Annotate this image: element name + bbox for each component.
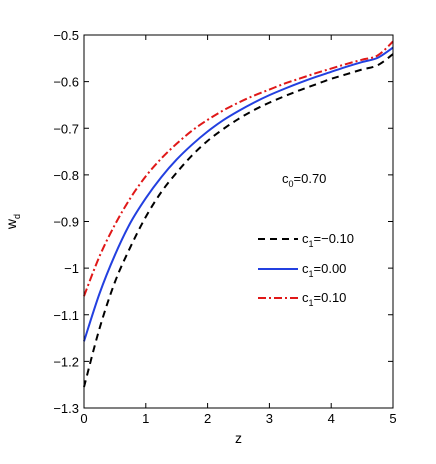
- series-line-2: [83, 40, 394, 297]
- y-tick-label: −0.5: [53, 28, 79, 43]
- series-line-0: [83, 53, 394, 388]
- y-tick-label: −1.2: [53, 354, 79, 369]
- legend-0-sub: 1: [309, 239, 314, 249]
- legend-0-main: c: [302, 231, 309, 246]
- x-tick-label: 4: [328, 411, 335, 426]
- x-tick-label: 5: [389, 411, 396, 426]
- legend-2-main: c: [302, 290, 309, 305]
- y-tick-label: −1: [64, 261, 79, 276]
- x-axis-label: z: [235, 430, 242, 446]
- legend-entry-series-0: c1=−0.10: [302, 231, 354, 249]
- legend-1-main: c: [302, 261, 309, 276]
- annotation-main: c: [282, 171, 289, 186]
- annotation-c0: c0=0.70: [282, 171, 326, 189]
- annotation-rest: =0.70: [294, 171, 327, 186]
- legend-2-rest: =0.10: [314, 290, 347, 305]
- x-tick-label: 0: [80, 411, 87, 426]
- y-tick-label: −1.1: [53, 308, 79, 323]
- y-axis-label-main: w: [3, 218, 19, 230]
- y-tick-label: −1.3: [53, 401, 79, 416]
- annotation-sub: 0: [289, 179, 294, 189]
- y-axis-label: wd: [3, 214, 22, 230]
- legend-entry-series-2: c1=0.10: [302, 290, 346, 308]
- series-line-1: [83, 46, 394, 342]
- legend-1-rest: =0.00: [314, 261, 347, 276]
- legend-0-rest: =−0.10: [314, 231, 355, 246]
- x-tick-label: 2: [204, 411, 211, 426]
- y-tick-label: −0.7: [53, 121, 79, 136]
- axis-ticks: 0 1 2 3 4 5 −1.3 −1.2 −1.1 −1 −0.9 −0.8 −0.7 −0.6 −0.5: [53, 28, 396, 426]
- legend-1-sub: 1: [309, 269, 314, 279]
- x-tick-label: 1: [142, 411, 149, 426]
- legend-entry-series-1: c1=0.00: [302, 261, 346, 279]
- legend: c1=−0.10 c1=0.00 c1=0.10: [258, 231, 354, 308]
- y-tick-label: −0.6: [53, 75, 79, 90]
- series-lines: [83, 40, 394, 388]
- x-tick-label: 3: [266, 411, 273, 426]
- y-tick-label: −0.9: [53, 215, 79, 230]
- legend-2-sub: 1: [309, 298, 314, 308]
- y-tick-label: −0.8: [53, 168, 79, 183]
- y-axis-label-sub: d: [12, 214, 22, 219]
